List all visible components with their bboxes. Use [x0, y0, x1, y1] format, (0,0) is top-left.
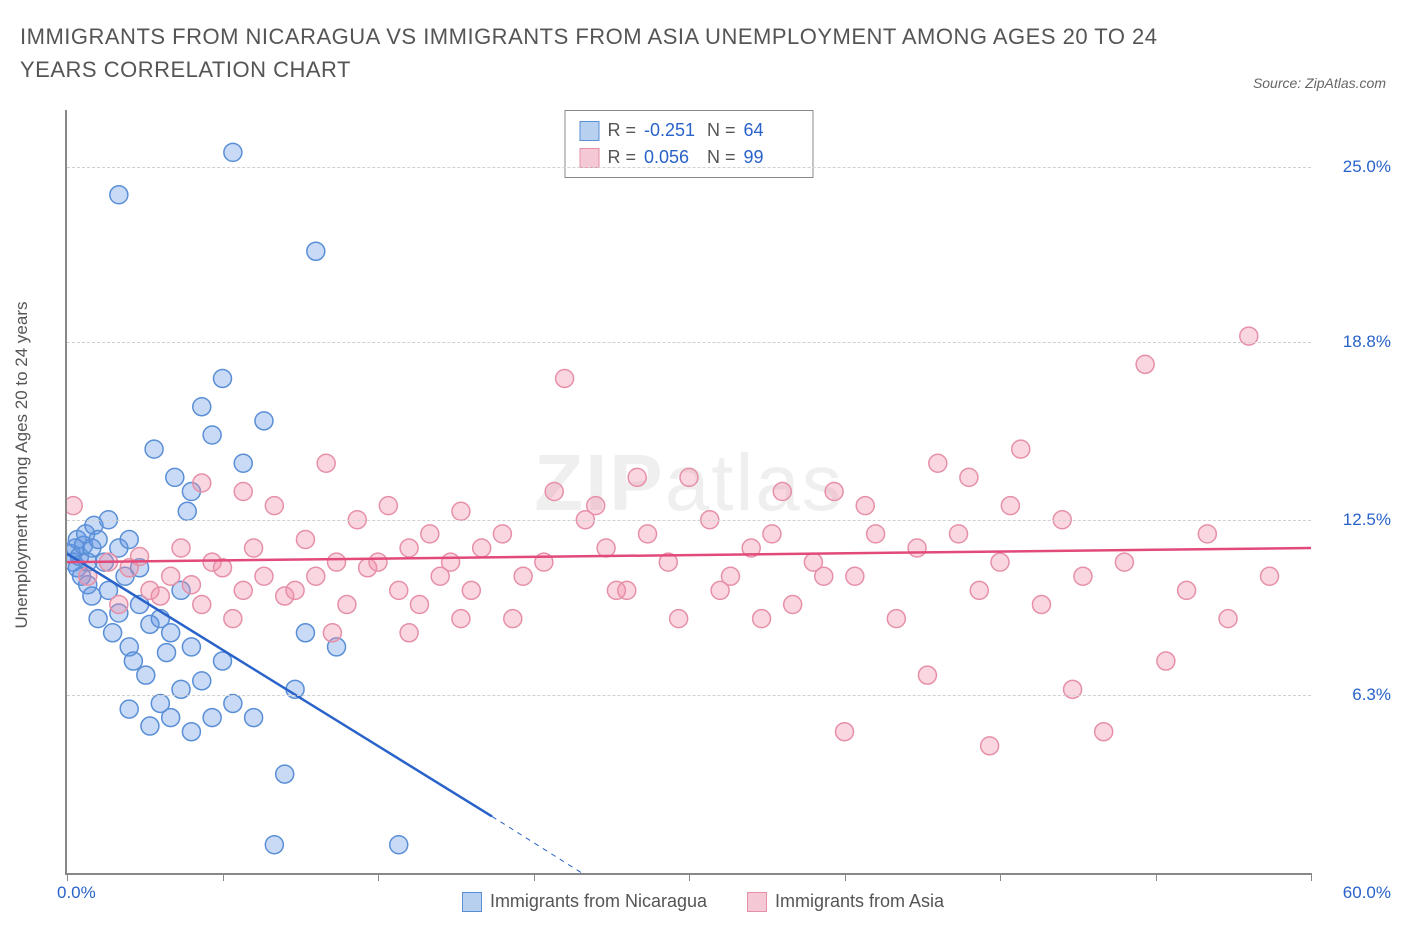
y-tick-label: 12.5% [1321, 510, 1391, 530]
stats-legend-row-0: R = -0.251 N = 64 [579, 117, 798, 144]
swatch-icon [462, 892, 482, 912]
chart-title: IMMIGRANTS FROM NICARAGUA VS IMMIGRANTS … [20, 20, 1206, 86]
plot-area: ZIPatlas R = -0.251 N = 64 R = 0.056 N =… [65, 110, 1311, 875]
swatch-icon [579, 121, 599, 141]
legend-item-0: Immigrants from Nicaragua [462, 891, 707, 912]
y-tick-label: 18.8% [1321, 332, 1391, 352]
series-legend: Immigrants from Nicaragua Immigrants fro… [0, 891, 1406, 912]
y-axis-label: Unemployment Among Ages 20 to 24 years [12, 302, 32, 629]
stats-legend: R = -0.251 N = 64 R = 0.056 N = 99 [564, 110, 813, 178]
y-tick-label: 6.3% [1321, 685, 1391, 705]
swatch-icon [747, 892, 767, 912]
swatch-icon [579, 148, 599, 168]
legend-item-1: Immigrants from Asia [747, 891, 944, 912]
source-label: Source: ZipAtlas.com [1253, 75, 1386, 91]
y-tick-label: 25.0% [1321, 157, 1391, 177]
chart-svg [67, 110, 1311, 873]
